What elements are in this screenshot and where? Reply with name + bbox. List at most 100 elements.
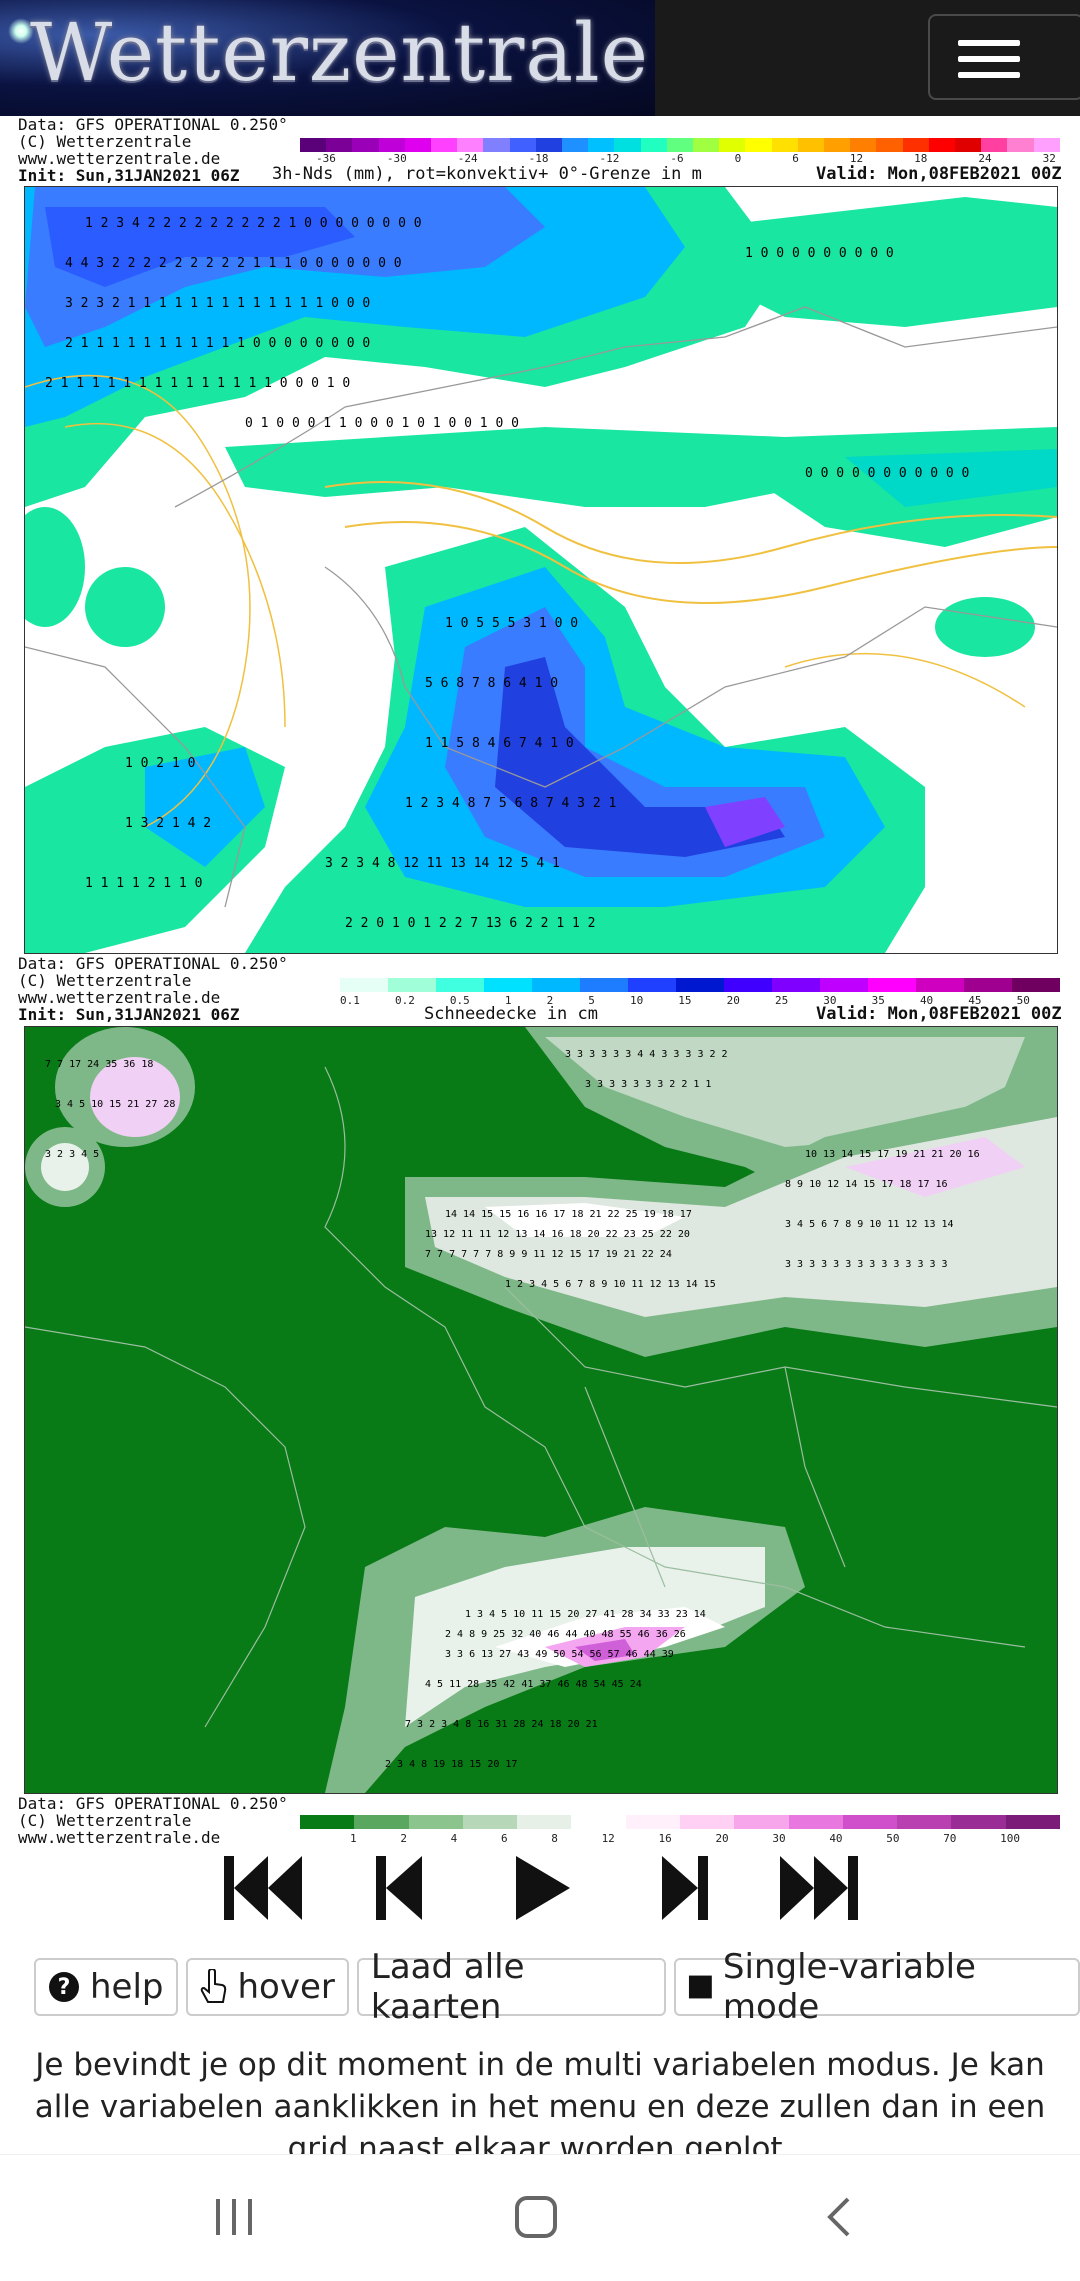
scale-tick: 25: [774, 994, 789, 1007]
panel1-init: Init: Sun,31JAN2021 06Z: [18, 166, 240, 185]
scale-tick: 20: [715, 1832, 729, 1845]
single-variable-mode-button[interactable]: Single-variable mode: [674, 1947, 1080, 2027]
panel1-scale-ticks: -36 -30 -24 -18 -12 -6 0 6 12 18 24 32: [316, 152, 1056, 165]
svg-text:0 1 0 0 0 1 1 0 0 0 1 0 1 0 0: 0 1 0 0 0 1 1 0 0 0 1 0 1 0 0 1 0 0: [245, 416, 519, 431]
single-variable-label: Single-variable mode: [722, 1947, 976, 2027]
panel1-title: 3h-Nds (mm), rot=konvektiv+ 0°-Grenze in…: [272, 164, 702, 184]
scale-tick: 5: [588, 994, 595, 1007]
panel2-meta: Data: GFS OPERATIONAL 0.250° (C) Wetterz…: [18, 955, 288, 1023]
panel2-valid: Valid: Mon,08FEB2021 00Z: [816, 1004, 1062, 1024]
scale-tick: 6: [500, 1832, 508, 1845]
panel2-scale-ticks: 0.1 0.2 0.5 1 2 5 10 15 20 25 30 35 40 4…: [340, 994, 1030, 1007]
scale-tick: 6: [792, 152, 799, 165]
svg-text:0 0 0 0 0 0 0 0 0 0 0: 0 0 0 0 0 0 0 0 0 0 0: [805, 466, 969, 481]
scale-tick: 20: [726, 994, 740, 1007]
panel1-meta-copyright: (C) Wetterzentrale: [18, 132, 192, 151]
next-frame-button[interactable]: [660, 1848, 710, 1928]
play-button[interactable]: [512, 1848, 572, 1928]
svg-text:7 3 2 3 4 8 16 31 28 24 18 20: 7 3 2 3 4 8 16 31 28 24 18 20 21: [405, 1719, 598, 1730]
scale-tick: 15: [678, 994, 692, 1007]
home-button[interactable]: [514, 2195, 558, 2243]
last-frame-button[interactable]: [778, 1848, 860, 1928]
scale-tick: -18: [528, 152, 549, 165]
svg-text:1 1 1 1 2 1 1 0: 1 1 1 1 2 1 1 0: [85, 876, 202, 891]
precipitation-map-graphic: 1 2 3 4 2 2 2 2 2 2 2 2 2 1 0 0 0 0 0 0 …: [25, 187, 1057, 953]
svg-text:3 4 5 10 15 21 27 28: 3 4 5 10 15 21 27 28: [55, 1099, 175, 1110]
recent-apps-icon: [216, 2199, 252, 2235]
hover-button[interactable]: hover: [185, 1958, 349, 2016]
svg-text:1 2 3 4 5 6 7 8 9 10 11 12 13: 1 2 3 4 5 6 7 8 9 10 11 12 13 14 15: [505, 1279, 716, 1290]
scale-tick: -12: [599, 152, 620, 165]
svg-text:7 7 7 7 7 7 8 9 9 11 12 15 17: 7 7 7 7 7 7 8 9 9 11 12 15 17 19 21 22 2…: [425, 1249, 672, 1260]
panel1-meta-data: Data: GFS OPERATIONAL 0.250°: [18, 115, 288, 134]
svg-text:1 2 3 4 2 2 2 2 2 2 2 2 2 1 0: 1 2 3 4 2 2 2 2 2 2 2 2 2 1 0 0 0 0 0 0 …: [85, 216, 422, 231]
back-chevron-icon: [827, 2197, 850, 2237]
panel2-meta-copyright: (C) Wetterzentrale: [18, 971, 192, 990]
scale-tick: 0.5: [449, 994, 470, 1007]
panel1-valid: Valid: Mon,08FEB2021 00Z: [816, 164, 1062, 184]
snow-depth-map[interactable]: 3 3 3 3 3 3 4 4 3 3 3 3 2 2 3 3 3 3 3 3 …: [24, 1026, 1058, 1794]
svg-text:2 1 1 1 1 1 1 1 1 1 1 1 0 0 0: 2 1 1 1 1 1 1 1 1 1 1 1 0 0 0 0 0 0 0 0: [65, 336, 370, 351]
menu-icon-bar: [958, 56, 1020, 62]
svg-text:1 3 4 5 10 11 15 20 27 41 28 3: 1 3 4 5 10 11 15 20 27 41 28 34 33 23 14: [465, 1609, 706, 1620]
site-header: Wetterzentrale: [0, 0, 1080, 116]
svg-text:3 2 3 4 5: 3 2 3 4 5: [45, 1149, 99, 1160]
mode-button-row: ? help hover Laad alle kaarten Single-va…: [34, 1947, 1080, 2027]
recent-apps-button[interactable]: [212, 2197, 256, 2241]
panel3-meta-url: www.wetterzentrale.de: [18, 1828, 221, 1847]
scale-tick: 50: [886, 1832, 900, 1845]
scale-tick: -36: [316, 152, 336, 165]
scale-tick: 50: [1016, 994, 1030, 1007]
scale-tick: 16: [658, 1832, 672, 1845]
scale-tick: 12: [601, 1832, 615, 1845]
svg-text:2 4 8 9 25 32 40 46 44 40 48 5: 2 4 8 9 25 32 40 46 44 40 48 55 46 36 26: [445, 1629, 686, 1640]
load-all-maps-button[interactable]: Laad alle kaarten: [356, 1947, 667, 2027]
scale-tick: -24: [457, 152, 478, 165]
hover-label: hover: [237, 1967, 335, 2007]
help-button[interactable]: ? help: [34, 1958, 178, 2016]
svg-text:3 3 3 3 3 3 3 2 2 1 1: 3 3 3 3 3 3 3 2 2 1 1: [585, 1079, 711, 1090]
scale-tick: 35: [871, 994, 885, 1007]
home-icon: [515, 2196, 557, 2238]
site-logo[interactable]: Wetterzentrale: [0, 0, 655, 116]
svg-text:13 12 11 11 12 13 14 16 18 20: 13 12 11 11 12 13 14 16 18 20 22 23 25 2…: [425, 1229, 690, 1240]
svg-text:8 9 10 12 14 15 17 18 17 16: 8 9 10 12 14 15 17 18 17 16: [785, 1179, 948, 1190]
svg-text:1 0 0 0 0 0 0 0 0 0: 1 0 0 0 0 0 0 0 0 0: [745, 246, 894, 261]
mode-description: Je bevindt je op dit moment in de multi …: [34, 2047, 1046, 2167]
scale-tick: 2: [546, 994, 554, 1007]
svg-text:10 13 14 15 17 19 21 21 20 16: 10 13 14 15 17 19 21 21 20 16: [805, 1149, 980, 1160]
scale-tick: 4: [450, 1832, 458, 1845]
svg-text:1 1 5 8 4 6 7 4 1 0: 1 1 5 8 4 6 7 4 1 0: [425, 736, 574, 751]
svg-text:14 14 15 15 16 16 17 18 21 22: 14 14 15 15 16 16 17 18 21 22 25 19 18 1…: [445, 1209, 692, 1220]
scale-tick: 32: [1042, 152, 1056, 165]
scale-tick: 70: [943, 1832, 957, 1845]
svg-text:3 4 5 6 7 8 9 10 11 12 13 14: 3 4 5 6 7 8 9 10 11 12 13 14: [785, 1219, 954, 1230]
logo-star-glow: [8, 18, 34, 44]
skip-to-start-icon: [224, 1856, 302, 1920]
scale-tick: 30: [772, 1832, 786, 1845]
scale-tick: 0.2: [394, 994, 415, 1007]
svg-text:7 7 17 24 35 36 18: 7 7 17 24 35 36 18: [45, 1059, 153, 1070]
svg-text:4 5 11 28 35 42 41 37 46 48 54: 4 5 11 28 35 42 41 37 46 48 54 45 24: [425, 1679, 642, 1690]
hamburger-menu-button[interactable]: [928, 14, 1080, 100]
panel2-init: Init: Sun,31JAN2021 06Z: [18, 1005, 240, 1024]
back-button[interactable]: [824, 2195, 854, 2243]
scale-tick: 0: [734, 152, 742, 165]
previous-frame-button[interactable]: [374, 1848, 424, 1928]
scale-tick: 40: [829, 1832, 843, 1845]
svg-text:1 0 2 1 0: 1 0 2 1 0: [125, 756, 195, 771]
scale-tick: 18: [914, 152, 928, 165]
load-all-label: Laad alle kaarten: [370, 1947, 525, 2027]
svg-text:1 3 2 1 4 2: 1 3 2 1 4 2: [125, 816, 211, 831]
panel3-scale-ticks: 1 2 4 6 8 12 16 20 30 40 50 70 100: [350, 1832, 1020, 1845]
first-frame-button[interactable]: [222, 1848, 304, 1928]
panel1-meta: Data: GFS OPERATIONAL 0.250° (C) Wetterz…: [18, 116, 288, 184]
scale-tick: 45: [968, 994, 982, 1007]
scale-tick: 100: [1000, 1832, 1020, 1845]
precipitation-map[interactable]: 1 2 3 4 2 2 2 2 2 2 2 2 2 1 0 0 0 0 0 0 …: [24, 186, 1058, 954]
panel3-meta-data: Data: GFS OPERATIONAL 0.250°: [18, 1794, 288, 1813]
menu-icon-bar: [958, 72, 1020, 78]
scale-tick: 10: [629, 994, 644, 1007]
panel1-meta-url: www.wetterzentrale.de: [18, 149, 221, 168]
svg-text:5 6 8 7 8 6 4 1 0: 5 6 8 7 8 6 4 1 0: [425, 676, 558, 691]
